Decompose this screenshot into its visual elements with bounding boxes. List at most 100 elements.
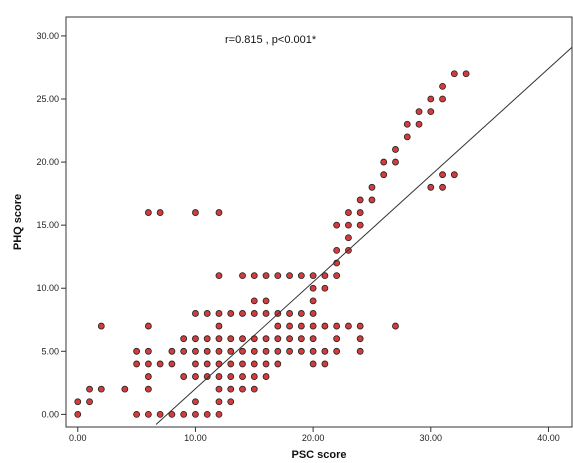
x-axis-ticks: 0.00 10.00 20.00 30.00 40.00 <box>69 427 560 443</box>
data-point <box>345 234 352 242</box>
data-point <box>203 310 211 317</box>
data-point <box>192 335 199 343</box>
data-point <box>227 373 235 380</box>
data-point <box>180 347 188 355</box>
data-point <box>309 322 317 330</box>
data-point <box>180 335 188 343</box>
data-point <box>274 360 282 368</box>
data-point <box>309 360 317 368</box>
data-point <box>380 158 388 166</box>
data-point <box>180 410 188 418</box>
data-point <box>439 183 446 191</box>
data-point <box>192 410 199 418</box>
data-point <box>345 209 352 216</box>
data-point <box>297 310 305 317</box>
data-point <box>333 347 341 355</box>
data-point <box>215 410 223 418</box>
data-point <box>392 158 399 166</box>
data-point <box>262 373 270 380</box>
data-point <box>227 360 235 368</box>
data-point <box>215 373 223 380</box>
data-point <box>239 347 246 355</box>
data-point <box>309 310 317 317</box>
data-point <box>262 310 270 317</box>
data-point <box>203 335 211 343</box>
data-point <box>309 347 317 355</box>
data-point <box>297 272 305 280</box>
data-point <box>286 272 293 280</box>
data-point <box>439 82 446 90</box>
data-point <box>144 373 152 380</box>
data-point <box>321 347 329 355</box>
data-point <box>333 221 341 229</box>
data-point <box>356 322 364 330</box>
data-point <box>156 209 164 216</box>
data-point <box>250 385 258 393</box>
data-point <box>274 272 282 280</box>
fit-line <box>155 46 573 425</box>
data-point <box>250 335 258 343</box>
data-point <box>392 322 399 330</box>
data-point <box>321 322 329 330</box>
data-point <box>239 373 246 380</box>
data-point <box>333 272 341 280</box>
data-point <box>215 385 223 393</box>
data-point <box>462 70 470 78</box>
data-point <box>427 108 435 116</box>
data-point <box>144 360 152 368</box>
x-axis-title: PSC score <box>291 449 346 461</box>
data-point <box>144 322 152 330</box>
data-point <box>439 95 446 103</box>
data-point <box>168 347 176 355</box>
data-point <box>274 322 282 330</box>
data-point <box>215 209 223 216</box>
data-point <box>227 385 235 393</box>
data-point <box>239 272 246 280</box>
data-point <box>297 335 305 343</box>
data-point <box>439 171 446 179</box>
y-tick-label: 25.00 <box>36 94 59 104</box>
data-point <box>74 398 82 406</box>
data-point <box>262 360 270 368</box>
data-point <box>250 360 258 368</box>
data-point <box>215 322 223 330</box>
data-point <box>168 410 176 418</box>
data-point <box>144 209 152 216</box>
data-point <box>86 385 93 393</box>
data-point <box>309 284 317 292</box>
data-point <box>309 335 317 343</box>
data-point <box>345 221 352 229</box>
data-point <box>133 360 141 368</box>
data-point <box>239 335 246 343</box>
data-point <box>227 310 235 317</box>
data-point <box>356 335 364 343</box>
y-axis-title: PHQ score <box>12 194 24 250</box>
data-point <box>215 398 223 406</box>
data-point <box>239 385 246 393</box>
data-point <box>309 272 317 280</box>
plot-frame <box>65 16 573 428</box>
y-tick-label: 5.00 <box>41 346 59 356</box>
data-point <box>427 183 435 191</box>
data-point <box>250 297 258 305</box>
data-point <box>86 398 93 406</box>
data-point <box>333 335 341 343</box>
data-point <box>262 335 270 343</box>
data-point <box>203 347 211 355</box>
correlation-annotation: r=0.815 , p<0.001* <box>225 34 317 46</box>
data-point <box>309 297 317 305</box>
data-point <box>262 297 270 305</box>
data-point <box>297 347 305 355</box>
data-point <box>250 347 258 355</box>
data-point <box>227 347 235 355</box>
data-point <box>345 322 352 330</box>
data-point <box>356 347 364 355</box>
data-point <box>368 183 376 191</box>
data-point <box>262 347 270 355</box>
data-point <box>227 335 235 343</box>
data-point <box>215 335 223 343</box>
data-point <box>250 310 258 317</box>
y-tick-label: 20.00 <box>36 157 59 167</box>
data-point <box>215 347 223 355</box>
